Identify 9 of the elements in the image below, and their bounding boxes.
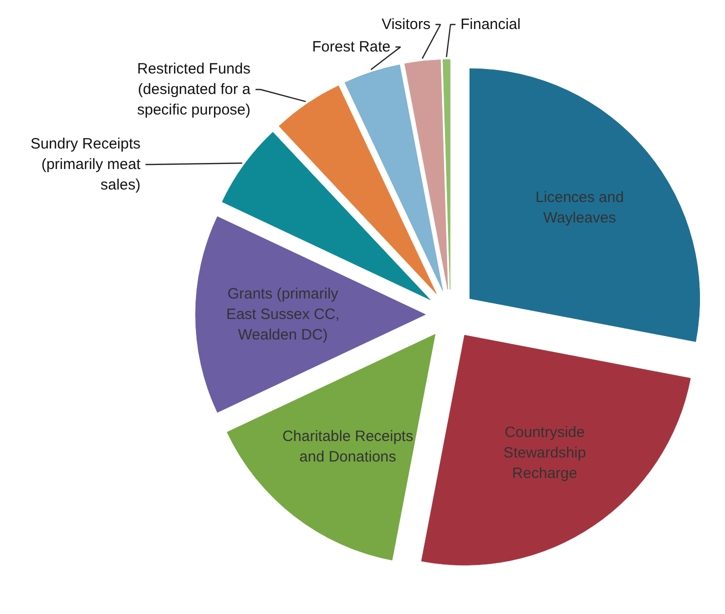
slice-label: Forest Rate bbox=[312, 38, 391, 56]
slice-label: Sundry Receipts (primarily meat sales) bbox=[30, 136, 142, 194]
slice-label: Visitors bbox=[382, 16, 430, 33]
slice-label: Licences and Wayleaves bbox=[535, 188, 624, 226]
slice-label: Grants (primarily East Sussex CC, Wealden DC) bbox=[226, 286, 340, 344]
slice-label: Restricted Funds (designated for a specific purpose) bbox=[137, 60, 252, 118]
slice-label: Charitable Receipts and Donations bbox=[282, 428, 414, 466]
slice-label: Countryside Stewardship Recharge bbox=[503, 424, 586, 482]
slice-label: Financial bbox=[460, 16, 521, 33]
